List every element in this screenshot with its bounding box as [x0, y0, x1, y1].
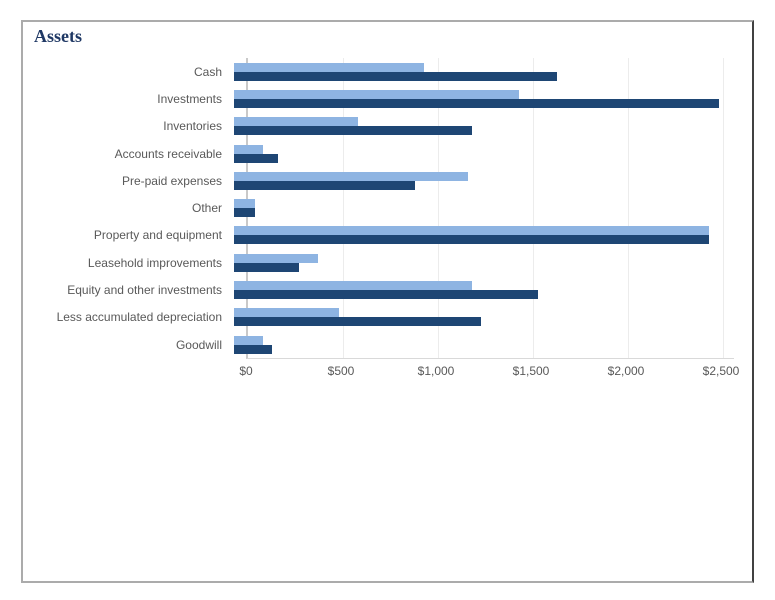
- category-label: Leasehold improvements: [87, 255, 222, 270]
- bar-row: Other: [23, 194, 752, 221]
- bar-dark-blue-series: [234, 262, 299, 272]
- bar-row: Goodwill: [23, 331, 752, 358]
- bar-pair: [234, 281, 722, 300]
- category-label: Investments: [157, 91, 222, 106]
- x-tick-label-1000: $1,000: [417, 364, 455, 378]
- bar-pair: [234, 226, 722, 245]
- bar-row: Equity and other investments: [23, 276, 752, 303]
- bar-light-blue-series: [234, 171, 468, 181]
- bar-dark-blue-series: [234, 71, 557, 81]
- bar-dark-blue-series: [234, 235, 709, 245]
- bar-pair: [234, 62, 722, 81]
- bar-light-blue-series: [234, 253, 318, 263]
- category-label: Goodwill: [175, 337, 222, 352]
- bar-dark-blue-series: [234, 98, 719, 108]
- bar-dark-blue-series: [234, 317, 481, 327]
- bar-pair: [234, 171, 722, 190]
- bar-pair: [234, 308, 722, 327]
- bar-light-blue-series: [234, 335, 263, 345]
- bar-pair: [234, 335, 722, 354]
- bar-pair: [234, 144, 722, 163]
- bar-row: Property and equipment: [23, 222, 752, 249]
- gridline-1000: [438, 58, 439, 358]
- bar-row: Inventories: [23, 113, 752, 140]
- x-tick-label-2500: $2,500: [702, 364, 740, 378]
- bar-pair: [234, 89, 722, 108]
- bar-pair: [234, 253, 722, 272]
- bar-dark-blue-series: [234, 126, 472, 136]
- bar-row: Investments: [23, 85, 752, 112]
- category-label: Pre-paid expenses: [121, 173, 222, 188]
- x-tick-label-0: $0: [239, 364, 253, 378]
- bar-rows: Cash Investments Inventories Accounts recei…: [23, 58, 752, 358]
- category-label: Other: [191, 201, 222, 216]
- bar-row: Less accumulated depreciation: [23, 304, 752, 331]
- x-tick-label-1500: $1,500: [512, 364, 550, 378]
- bar-row: Pre-paid expenses: [23, 167, 752, 194]
- bar-pair: [234, 199, 722, 218]
- bar-light-blue-series: [234, 144, 263, 154]
- bar-dark-blue-series: [234, 208, 255, 218]
- bar-dark-blue-series: [234, 153, 278, 163]
- bar-light-blue-series: [234, 226, 709, 236]
- gridline-2000: [628, 58, 629, 358]
- category-label: Accounts receivable: [114, 146, 222, 161]
- bar-light-blue-series: [234, 199, 255, 209]
- bar-light-blue-series: [234, 308, 339, 318]
- chart-window: Assets Cash Investments Inventories Account…: [21, 20, 754, 583]
- bar-light-blue-series: [234, 117, 358, 127]
- x-axis-ticks: $0 $500 $1,000 $1,500 $2,000 $2,500: [239, 364, 739, 380]
- category-label: Cash: [193, 64, 222, 79]
- category-label: Less accumulated depreciation: [56, 310, 222, 325]
- bar-dark-blue-series: [234, 180, 415, 190]
- x-tick-label-2000: $2,000: [607, 364, 645, 378]
- bar-row: Cash: [23, 58, 752, 85]
- bar-chart: Cash Investments Inventories Accounts recei…: [23, 58, 752, 378]
- category-label: Property and equipment: [93, 228, 222, 243]
- bar-light-blue-series: [234, 62, 424, 72]
- bar-row: Leasehold improvements: [23, 249, 752, 276]
- bar-light-blue-series: [234, 89, 519, 99]
- bar-pair: [234, 117, 722, 136]
- gridline-2500: [723, 58, 724, 358]
- bar-dark-blue-series: [234, 344, 272, 354]
- bar-row: Accounts receivable: [23, 140, 752, 167]
- gridline-1500: [533, 58, 534, 358]
- x-tick-label-500: $500: [327, 364, 355, 378]
- chart-title: Assets: [34, 26, 82, 46]
- gridline-500: [343, 58, 344, 358]
- bar-dark-blue-series: [234, 290, 538, 300]
- category-label: Inventories: [163, 119, 222, 134]
- bar-light-blue-series: [234, 281, 472, 291]
- category-label: Equity and other investments: [67, 283, 222, 298]
